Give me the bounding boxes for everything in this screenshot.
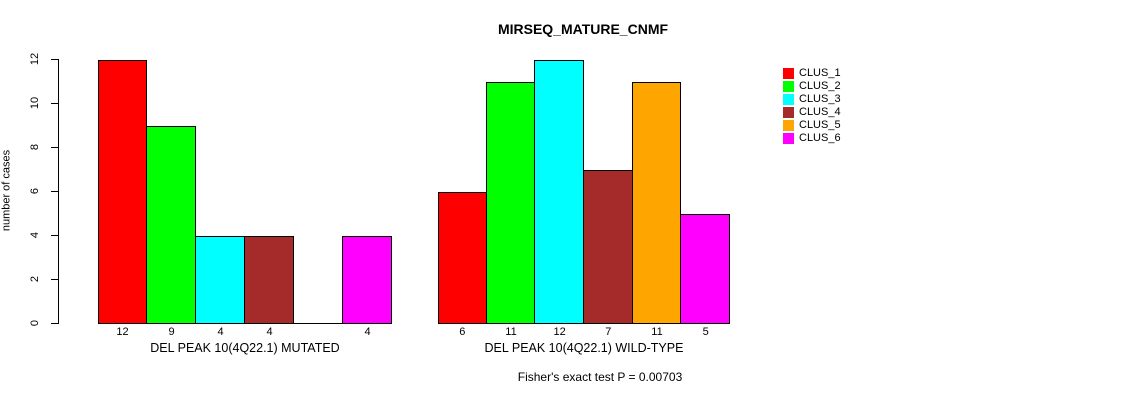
y-tick xyxy=(51,235,58,236)
legend-swatch xyxy=(783,133,794,144)
bar-value-label: 11 xyxy=(651,326,663,338)
bar-value-label: 12 xyxy=(116,326,129,338)
bar-value-label: 7 xyxy=(605,326,612,338)
legend-swatch xyxy=(783,94,794,105)
legend-label: CLUS_4 xyxy=(799,106,841,118)
bar-value-label: 12 xyxy=(553,326,566,338)
legend-label: CLUS_1 xyxy=(799,67,841,79)
y-tick xyxy=(51,191,58,192)
legend-item: CLUS_1 xyxy=(783,67,841,80)
x-axis-group-label: DEL PEAK 10(4Q22.1) MUTATED xyxy=(150,341,340,355)
y-axis-line xyxy=(58,59,59,324)
bar-clus_4 xyxy=(583,170,633,324)
chart-title: MIRSEQ_MATURE_CNMF xyxy=(497,21,669,37)
bar-value-label: 4 xyxy=(266,326,273,338)
y-tick xyxy=(51,279,58,280)
legend-swatch xyxy=(783,107,794,118)
legend-item: CLUS_3 xyxy=(783,93,841,106)
y-tick-label: 4 xyxy=(29,231,41,239)
bar-clus_3 xyxy=(195,236,245,324)
bar-value-label: 9 xyxy=(168,326,175,338)
legend: CLUS_1 CLUS_2 CLUS_3 CLUS_4 CLUS_5 CLUS_6 xyxy=(783,67,841,145)
bar-clus_2 xyxy=(486,82,535,324)
bar-clus_6 xyxy=(680,214,730,324)
fisher-test-note: Fisher's exact test P = 0.00703 xyxy=(517,370,683,384)
bar-value-label: 6 xyxy=(459,326,466,338)
y-tick xyxy=(51,323,58,324)
bar-value-label: 5 xyxy=(702,326,709,338)
legend-item: CLUS_4 xyxy=(783,106,841,119)
y-tick-label: 10 xyxy=(29,96,41,110)
legend-item: CLUS_2 xyxy=(783,80,841,93)
bar-clus_1 xyxy=(438,192,487,324)
legend-swatch xyxy=(783,68,794,79)
bar-clus_4 xyxy=(244,236,294,324)
legend-label: CLUS_3 xyxy=(799,93,841,105)
legend-label: CLUS_5 xyxy=(799,119,841,131)
legend-swatch xyxy=(783,81,794,92)
bar-clus_5 xyxy=(293,323,343,324)
bar-value-label: 4 xyxy=(217,326,224,338)
bar-clus_6 xyxy=(342,236,392,324)
legend-item: CLUS_6 xyxy=(783,132,841,145)
legend-label: CLUS_6 xyxy=(799,132,841,144)
y-tick-label: 6 xyxy=(29,187,41,195)
y-tick xyxy=(51,59,58,60)
bar-clus_1 xyxy=(98,60,147,324)
y-tick-label: 8 xyxy=(29,143,41,151)
bar-clus_2 xyxy=(146,126,196,324)
bar-value-label: 11 xyxy=(505,326,517,338)
y-tick-label: 2 xyxy=(29,275,41,283)
bar-clus_3 xyxy=(534,60,584,324)
y-tick-label: 0 xyxy=(29,319,41,327)
legend-swatch xyxy=(783,120,794,131)
bar-value-label: 4 xyxy=(364,326,371,338)
legend-label: CLUS_2 xyxy=(799,80,841,92)
y-tick xyxy=(51,103,58,104)
y-tick xyxy=(51,147,58,148)
y-axis-label: number of cases xyxy=(0,149,13,232)
y-tick-label: 12 xyxy=(29,52,41,66)
legend-item: CLUS_5 xyxy=(783,119,841,132)
x-axis-group-label: DEL PEAK 10(4Q22.1) WILD-TYPE xyxy=(484,341,684,355)
bar-clus_5 xyxy=(632,82,681,324)
